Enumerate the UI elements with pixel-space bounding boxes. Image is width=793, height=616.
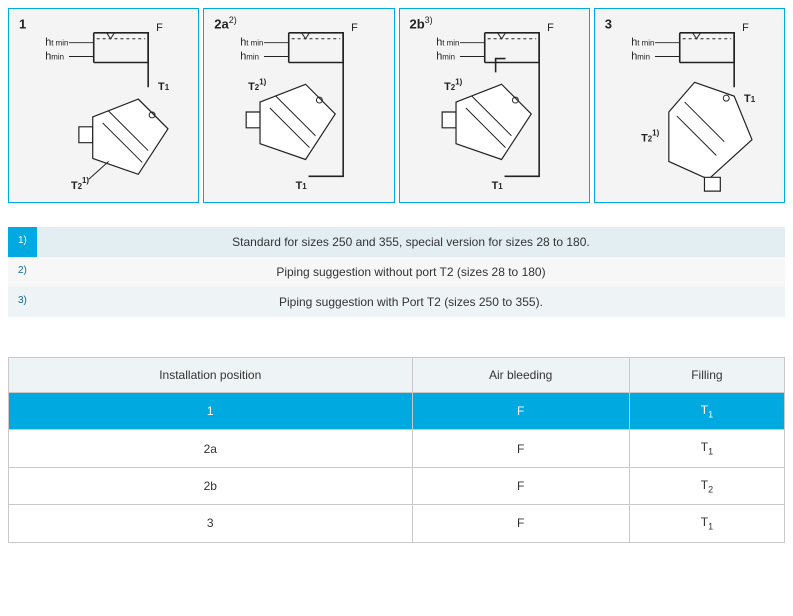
pump-icon: [442, 84, 531, 159]
diagram-figure: F ht min hmin T1 T21): [9, 13, 198, 206]
cell-air: F: [412, 393, 629, 430]
cell-position: 3: [9, 505, 413, 542]
cell-fill: T1: [629, 505, 784, 542]
reservoir-icon: [69, 33, 148, 63]
footnote-text: Piping suggestion without port T2 (sizes…: [37, 257, 785, 287]
cell-fill: T1: [629, 393, 784, 430]
col-install-position: Installation position: [9, 358, 413, 393]
cell-position: 2b: [9, 467, 413, 504]
port-f-label: F: [156, 22, 163, 34]
col-air-bleeding: Air bleeding: [412, 358, 629, 393]
footnote-text: Piping suggestion with Port T2 (sizes 25…: [37, 287, 785, 317]
pump-icon: [79, 99, 168, 174]
ht-min-label: ht min: [631, 37, 654, 49]
port-t2-label: T21): [248, 77, 266, 93]
footnote-text: Standard for sizes 250 and 355, special …: [37, 227, 785, 257]
cell-fill: T2: [629, 467, 784, 504]
footnote-row: 1) Standard for sizes 250 and 355, speci…: [8, 227, 785, 257]
positions-table: Installation position Air bleeding Filli…: [8, 357, 785, 543]
table-row: 3 F T1: [9, 505, 785, 542]
cell-air: F: [412, 505, 629, 542]
footnotes-table: 1) Standard for sizes 250 and 355, speci…: [8, 227, 785, 317]
port-t1-label: T1: [158, 81, 170, 93]
table-row: 1 F T1: [9, 393, 785, 430]
pump-icon: [246, 84, 335, 159]
cell-position: 1: [9, 393, 413, 430]
port-t2-label: T21): [444, 77, 462, 93]
cell-air: F: [412, 430, 629, 467]
footnote-row: 3) Piping suggestion with Port T2 (sizes…: [8, 287, 785, 317]
ht-min-label: ht min: [240, 37, 263, 49]
reservoir-icon: [655, 33, 734, 63]
ht-min-label: ht min: [436, 37, 459, 49]
pump-icon: [669, 82, 752, 191]
footnote-index: 2): [8, 257, 37, 287]
table-row: 2b F T2: [9, 467, 785, 504]
diagram-figure: F ht min hmin T21) T1: [204, 13, 393, 206]
ht-min-label: ht min: [45, 37, 68, 49]
positions-table-head: Installation position Air bleeding Filli…: [9, 358, 785, 393]
positions-table-body: 1 F T1 2a F T1 2b F T2 3 F T1: [9, 393, 785, 543]
cell-position: 2a: [9, 430, 413, 467]
diagram-figure: F ht min hmin T21) T1: [400, 13, 589, 206]
port-t1-label: T1: [296, 180, 308, 192]
port-f-label: F: [351, 22, 358, 34]
cell-fill: T1: [629, 430, 784, 467]
port-t1-label: T1: [491, 180, 503, 192]
port-t1-label: T1: [744, 93, 756, 105]
port-f-label: F: [742, 22, 749, 34]
footnote-index: 1): [8, 227, 37, 257]
table-row: 2a F T1: [9, 430, 785, 467]
h-min-label: hmin: [240, 51, 259, 63]
diagram-panel-1: 1 F ht min hmin: [8, 8, 199, 203]
h-min-label: hmin: [45, 51, 64, 63]
diagram-row: 1 F ht min hmin: [8, 8, 785, 203]
diagram-panel-3: 3 F ht min hmin T1: [594, 8, 785, 203]
diagram-figure: F ht min hmin T1 T21): [595, 13, 784, 206]
port-t2-label: T21): [641, 129, 659, 145]
diagram-panel-2b: 2b3) F ht min hmin: [399, 8, 590, 203]
cell-air: F: [412, 467, 629, 504]
h-min-label: hmin: [436, 51, 455, 63]
footnote-index: 3): [8, 287, 37, 317]
reservoir-icon: [264, 33, 343, 63]
port-f-label: F: [547, 22, 554, 34]
diagram-panel-2a: 2a2) F ht min hmin T21): [203, 8, 394, 203]
col-filling: Filling: [629, 358, 784, 393]
footnote-row: 2) Piping suggestion without port T2 (si…: [8, 257, 785, 287]
port-t2-label: T21): [71, 176, 89, 192]
h-min-label: hmin: [631, 51, 650, 63]
